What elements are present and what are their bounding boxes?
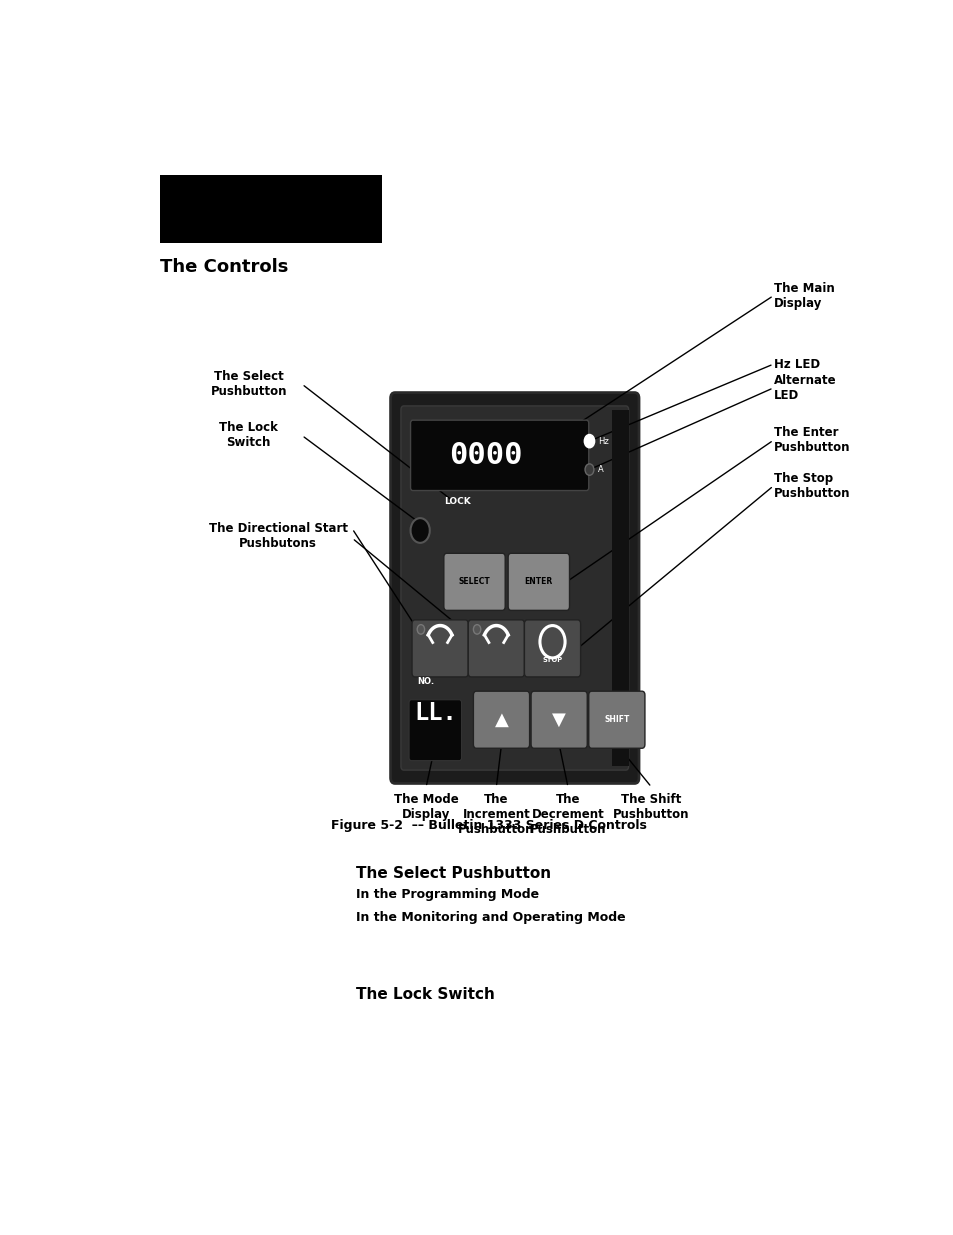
FancyBboxPatch shape	[531, 692, 587, 748]
Text: LOCK: LOCK	[444, 498, 471, 506]
Bar	[160, 175, 381, 243]
Text: The Enter
Pushbutton: The Enter Pushbutton	[773, 426, 849, 454]
Circle shape	[410, 519, 429, 543]
Circle shape	[583, 435, 594, 448]
FancyBboxPatch shape	[409, 700, 461, 761]
Text: The
Increment
Pushbutton: The Increment Pushbutton	[457, 793, 534, 836]
Text: ▲: ▲	[494, 710, 508, 729]
FancyBboxPatch shape	[473, 692, 529, 748]
Bar	[612, 410, 628, 766]
Text: In the Monitoring and Operating Mode: In the Monitoring and Operating Mode	[355, 911, 625, 924]
Text: 0000: 0000	[449, 441, 522, 469]
Text: A: A	[598, 466, 603, 474]
Text: In the Programming Mode: In the Programming Mode	[355, 888, 538, 902]
FancyBboxPatch shape	[468, 620, 524, 677]
Text: SHIFT: SHIFT	[603, 715, 629, 724]
Text: SELECT: SELECT	[458, 577, 490, 587]
Text: The Stop
Pushbutton: The Stop Pushbutton	[773, 472, 849, 500]
Text: The Main
Display: The Main Display	[773, 282, 834, 310]
FancyBboxPatch shape	[400, 406, 628, 771]
Text: Figure 5-2  –– Bulletin 1333 Series D Controls: Figure 5-2 –– Bulletin 1333 Series D Con…	[331, 819, 646, 831]
Text: The Lock
Switch: The Lock Switch	[219, 421, 277, 450]
Text: The Select
Pushbutton: The Select Pushbutton	[211, 370, 287, 398]
Text: The Shift
Pushbutton: The Shift Pushbutton	[613, 793, 689, 821]
Text: The Select Pushbutton: The Select Pushbutton	[355, 866, 551, 881]
Text: The Mode
Display: The Mode Display	[394, 793, 458, 821]
FancyBboxPatch shape	[524, 620, 580, 677]
FancyBboxPatch shape	[412, 620, 468, 677]
FancyBboxPatch shape	[390, 393, 639, 783]
Circle shape	[473, 625, 480, 634]
Circle shape	[416, 625, 424, 634]
Text: The Lock Switch: The Lock Switch	[355, 987, 495, 1002]
Text: The Controls: The Controls	[160, 258, 288, 277]
Text: NO.: NO.	[416, 677, 434, 685]
Text: Hz: Hz	[598, 437, 608, 446]
Text: ▼: ▼	[552, 710, 565, 729]
Text: ENTER: ENTER	[524, 577, 553, 587]
FancyBboxPatch shape	[410, 420, 588, 490]
Text: Alternate
LED: Alternate LED	[773, 374, 836, 401]
FancyBboxPatch shape	[508, 553, 569, 610]
Text: STOP: STOP	[542, 657, 562, 663]
Text: The Directional Start
Pushbutons: The Directional Start Pushbutons	[209, 522, 347, 550]
FancyBboxPatch shape	[443, 553, 505, 610]
FancyBboxPatch shape	[588, 692, 644, 748]
Text: Hz LED: Hz LED	[773, 358, 819, 370]
Text: LL.: LL.	[414, 701, 456, 725]
Circle shape	[584, 464, 594, 475]
Text: The
Decrement
Pushbutton: The Decrement Pushbutton	[529, 793, 606, 836]
